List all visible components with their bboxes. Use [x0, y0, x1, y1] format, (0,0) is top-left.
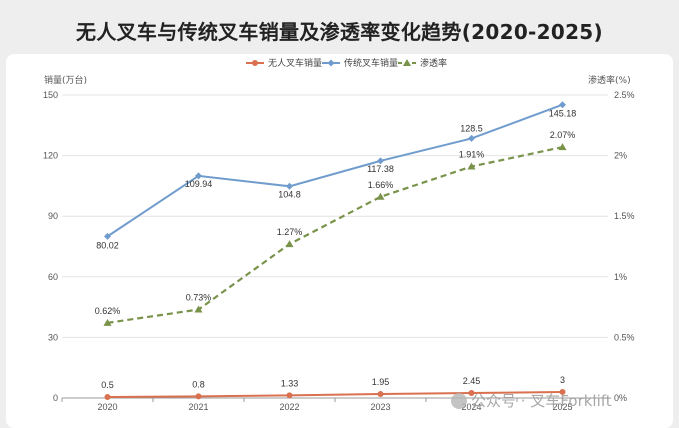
chart-title: 无人叉车与传统叉车销量及渗透率变化趋势(2020-2025) [76, 20, 603, 44]
data-label: 1.95 [372, 377, 390, 387]
data-point [377, 157, 384, 165]
data-label: 128.5 [460, 123, 483, 133]
data-label: 109.94 [185, 179, 213, 189]
legend-marker [403, 59, 411, 66]
data-label: 0.8 [192, 379, 205, 389]
data-point [559, 101, 566, 109]
y-right-tick-label: 1.5% [614, 211, 635, 221]
y-right-tick-label: 2.5% [614, 90, 635, 100]
data-point [286, 392, 293, 399]
y-left-tick-label: 60 [48, 272, 58, 282]
data-label: 80.02 [96, 240, 119, 250]
data-label: 1.91% [459, 150, 485, 160]
legend-entry: 渗透率 [420, 57, 447, 69]
y-left-tick-label: 150 [43, 90, 58, 100]
y-left-axis-title: 销量(万台) [44, 74, 87, 86]
data-label: 2.45 [463, 376, 481, 386]
data-point [376, 192, 385, 200]
legend-marker [327, 59, 335, 67]
data-point [103, 318, 112, 326]
data-point [286, 182, 293, 190]
y-right-tick-label: 2% [614, 151, 627, 161]
data-label: 1.33 [281, 378, 299, 388]
y-left-tick-label: 120 [43, 151, 58, 161]
data-point [558, 143, 567, 151]
legend-entry: 传统叉车销量 [344, 57, 398, 69]
series-line [107, 146, 563, 324]
wechat-logo-icon [451, 393, 467, 409]
data-point [194, 305, 203, 313]
series-line [107, 390, 563, 398]
data-label: 0.73% [186, 293, 212, 303]
y-left-tick-label: 0 [53, 393, 58, 403]
y-right-axis-title: 渗透率(%) [588, 74, 631, 86]
data-point [468, 390, 475, 397]
chart-card [6, 54, 673, 428]
data-label: 0.62% [95, 306, 121, 316]
y-right-tick-label: 1% [614, 272, 627, 282]
data-label: 2.07% [550, 130, 576, 140]
x-tick-label: 2023 [370, 402, 390, 412]
x-tick-label: 2020 [97, 402, 117, 412]
y-left-tick-label: 30 [48, 332, 58, 342]
legend-entry: 无人叉车销量 [268, 57, 322, 69]
x-tick-label: 2021 [188, 402, 208, 412]
data-label: 104.8 [278, 189, 301, 199]
data-label: 1.27% [277, 227, 303, 237]
data-point [104, 393, 111, 400]
data-point [467, 162, 476, 170]
data-point [468, 134, 475, 142]
x-tick-label: 2024 [461, 402, 481, 412]
data-point [195, 172, 202, 180]
legend-marker [252, 60, 258, 66]
data-label: 1.66% [368, 180, 394, 190]
x-tick-label: 2022 [279, 402, 299, 412]
data-point [195, 393, 202, 400]
y-right-tick-label: 0.5% [614, 332, 635, 342]
data-point [377, 391, 384, 398]
x-tick-label: 2025 [552, 402, 572, 412]
data-label: 3 [560, 375, 565, 385]
watermark-text: 公众号 · 叉车Forklift [471, 392, 612, 410]
data-point [285, 240, 294, 248]
data-label: 0.5 [101, 380, 114, 390]
data-label: 145.18 [549, 109, 577, 119]
y-left-tick-label: 90 [48, 211, 58, 221]
y-right-tick-label: 0% [614, 393, 627, 403]
data-point [559, 388, 566, 395]
data-point [104, 232, 111, 240]
data-label: 117.38 [367, 164, 394, 174]
series-line [106, 103, 563, 238]
